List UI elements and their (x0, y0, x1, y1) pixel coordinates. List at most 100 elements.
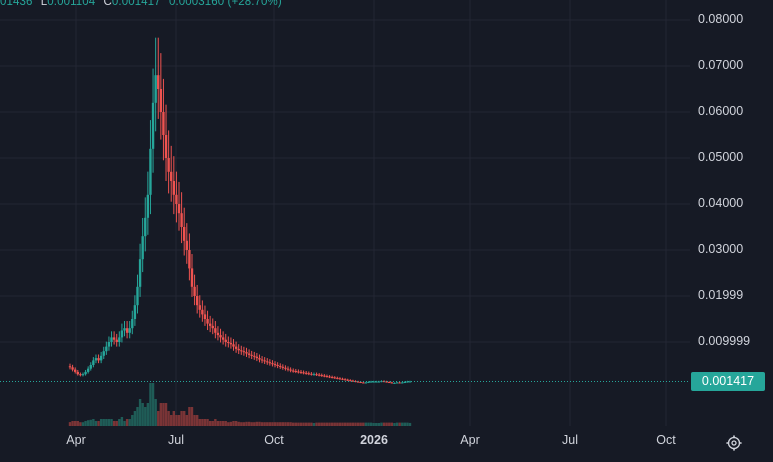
volume-bar (385, 422, 388, 426)
volume-bar (208, 421, 212, 426)
candle-body (346, 379, 349, 381)
ohlc-legend: 01436 L0.001104 C0.001417 0.0003160 (+28… (0, 0, 287, 8)
volume-bar (195, 415, 199, 426)
candle-body (359, 382, 362, 384)
volume-bar (240, 422, 243, 426)
candle-body (120, 330, 124, 338)
candle-body (245, 352, 248, 354)
time-tick-label: 2026 (360, 433, 388, 447)
volume-bar (255, 421, 259, 426)
candle-body (320, 375, 323, 377)
candle-body (294, 370, 298, 372)
close-label: C (103, 0, 112, 8)
volume-bar (286, 422, 290, 426)
volume-bar (351, 422, 355, 426)
volume-bar (128, 419, 131, 426)
volume-bar (232, 421, 235, 426)
price-tick-label: 0.06000 (698, 104, 744, 118)
candle-body (180, 213, 183, 227)
candle-body (372, 381, 375, 383)
candle-body (266, 361, 269, 363)
candle-body (351, 380, 355, 382)
candle-body (99, 355, 103, 361)
candle-body (185, 240, 188, 250)
candle-body (89, 365, 92, 369)
volume-bar (393, 423, 396, 426)
volume-bar (382, 422, 386, 426)
volume-bar (79, 422, 82, 426)
volume-bar (253, 422, 256, 426)
candle-body (102, 351, 105, 356)
volume-bar (224, 421, 227, 426)
volume-bar (336, 422, 339, 426)
volume-bar (289, 422, 292, 426)
time-tick-label: Jul (562, 433, 578, 447)
candle-body (240, 350, 243, 352)
volume-bar (359, 422, 362, 426)
volume-bar (123, 421, 126, 426)
candle-body (338, 378, 342, 380)
volume-bar (144, 407, 147, 426)
volume-bar (367, 422, 370, 426)
candle-body (343, 379, 347, 381)
volume-bar (273, 422, 277, 426)
candle-body (138, 259, 142, 287)
candle-body (328, 376, 331, 378)
volume-bar (201, 419, 204, 426)
candle-body (304, 372, 308, 374)
low-label: L (40, 0, 48, 8)
candle-body (141, 236, 144, 260)
candle-body (367, 382, 370, 384)
volume-bar (110, 419, 113, 426)
close-value: 0.001417 (111, 0, 161, 8)
low-value: 0.001104 (47, 0, 96, 8)
candle-body (227, 342, 230, 343)
candle-body (162, 112, 165, 135)
volume-bar (221, 421, 225, 426)
volume-bar (84, 421, 87, 426)
candle-body (219, 335, 222, 338)
volume-bar (245, 421, 248, 426)
candle-body (131, 319, 134, 329)
candle-body (364, 382, 368, 384)
candle-body (195, 296, 199, 306)
settings-gear-icon[interactable] (726, 435, 742, 451)
candle-body (71, 367, 74, 370)
open-value: 01436 (0, 0, 33, 8)
candle-body (279, 365, 282, 367)
volume-bar (216, 421, 220, 426)
volume-bar (390, 422, 394, 426)
volume-bar (356, 422, 360, 426)
candle-body (385, 381, 388, 383)
candle-body (284, 367, 287, 369)
price-tick-label: 0.009999 (698, 334, 751, 348)
candle-body (201, 309, 204, 315)
candle-body (136, 286, 139, 306)
change-value: 0.0003160 (+28.70%) (168, 0, 282, 8)
candle-body (369, 381, 373, 383)
candle-body (84, 371, 87, 375)
candle-body (292, 370, 295, 372)
candle-body (255, 356, 259, 359)
volume-bar (89, 419, 92, 426)
candle-body (146, 194, 150, 218)
volume-bar (369, 422, 373, 426)
volume-bar (198, 419, 201, 426)
volume-bar (237, 421, 240, 426)
candle-body (247, 353, 251, 355)
volume-bar (325, 422, 329, 426)
volume-bar (364, 422, 368, 426)
volume-bar (323, 422, 326, 426)
volume-bar (242, 422, 246, 426)
candle-body (263, 360, 266, 362)
volume-bar (312, 423, 316, 426)
candle-body (107, 342, 111, 347)
candle-body (356, 381, 360, 383)
volume-bar (73, 421, 77, 426)
volume-bar (141, 403, 144, 426)
candle-body (211, 325, 214, 329)
volume-bar (346, 422, 349, 426)
volume-bar (107, 419, 111, 426)
